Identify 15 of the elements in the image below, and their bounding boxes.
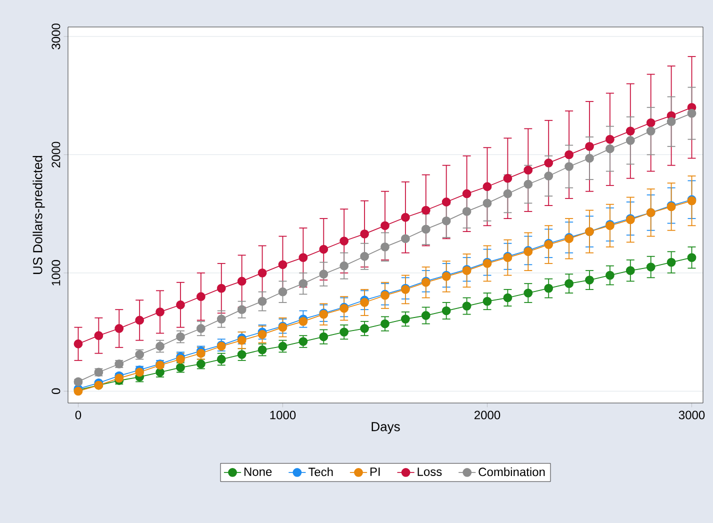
x-tick-label: 2000 <box>474 410 500 420</box>
x-tick-label: 0 <box>75 410 82 420</box>
x-tick-label: 3000 <box>678 410 705 420</box>
y-tick-label: 1000 <box>52 260 60 286</box>
y-tick-label: 2000 <box>52 142 60 168</box>
legend-label: Loss <box>418 468 442 476</box>
legend-label: Combination <box>478 467 545 476</box>
y-tick-label: 0 <box>52 388 60 394</box>
y-tick-label: 3000 <box>52 24 60 50</box>
y-axis-title: US Dollars-predicted <box>32 156 45 274</box>
legend-label: Tech <box>308 467 333 476</box>
legend-label: PI <box>370 468 380 476</box>
x-tick-label: 1000 <box>270 410 296 420</box>
x-axis-title: Days <box>372 422 400 434</box>
legend-label: None <box>244 468 272 476</box>
